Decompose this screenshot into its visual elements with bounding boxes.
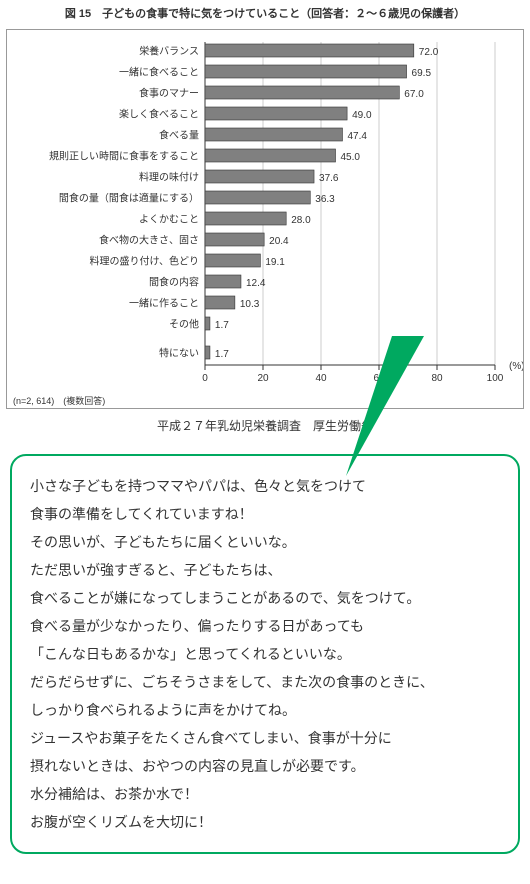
bar-chart: 0 20 40 60 80 100 (%) 栄養バランス 72.0 一緒に食べること 69.5 食事の… — [7, 30, 523, 408]
category-label: 間食の内容 — [149, 275, 199, 288]
value-label: 28.0 — [291, 215, 311, 226]
category-label: 楽しく食べること — [119, 107, 199, 120]
comment-line: お腹が空くリズムを大切に！ — [30, 810, 504, 838]
category-label: よくかむこと — [139, 213, 199, 225]
value-label: 20.4 — [269, 236, 289, 247]
category-label: 間食の量（間食は適量にする） — [59, 191, 199, 204]
category-label: 特にない — [159, 347, 199, 359]
comment-line: 摂れないときは、おやつの内容の見直しが必要です。 — [30, 754, 504, 782]
comment-line: 食べることが嫌になってしまうことがあるので、気をつけて。 — [30, 586, 504, 614]
value-label: 67.0 — [404, 89, 424, 100]
category-label: 食事のマナー — [139, 86, 199, 99]
category-label: 一緒に食べること — [119, 65, 199, 78]
comment-callout: 小さな子どもを持つママやパパは、色々と気をつけて食事の準備をしてくれていますね！… — [10, 454, 520, 854]
bar — [205, 65, 407, 78]
bar — [205, 44, 414, 57]
comment-line: 水分補給は、お茶か水で！ — [30, 782, 504, 810]
x-tick-label: 20 — [257, 373, 269, 384]
value-label: 72.0 — [419, 47, 439, 58]
bar — [205, 107, 347, 120]
category-label: 栄養バランス — [139, 44, 199, 57]
bar — [205, 128, 342, 141]
x-tick-label: 40 — [315, 373, 327, 384]
bar — [205, 170, 314, 183]
comment-line: その思いが、子どもたちに届くといいな。 — [30, 530, 504, 558]
x-tick-label: 60 — [373, 373, 385, 384]
comment-line: 食事の準備をしてくれていますね！ — [30, 502, 504, 530]
bar — [205, 275, 241, 288]
bar — [205, 346, 210, 359]
bar — [205, 191, 310, 204]
x-tick-label: 0 — [202, 373, 208, 384]
x-tick-label: 80 — [431, 373, 443, 384]
comment-line: ジュースやお菓子をたくさん食べてしまい、食事が十分に — [30, 726, 504, 754]
value-label: 69.5 — [412, 68, 432, 79]
bar — [205, 149, 336, 162]
chart-source: 平成２７年乳幼児栄養調査 厚生労働省 — [0, 409, 530, 438]
value-label: 1.7 — [215, 320, 229, 331]
figure-title: 図 15 子どもの食事で特に気をつけていること（回答者：２～６歳児の保護者） — [0, 0, 530, 29]
value-label: 19.1 — [265, 257, 285, 268]
value-label: 37.6 — [319, 173, 339, 184]
category-label: 食べ物の大きさ、固さ — [99, 233, 199, 246]
bar — [205, 317, 210, 330]
comment-line: だらだらせずに、ごちそうさまをして、また次の食事のときに、 — [30, 670, 504, 698]
value-label: 47.4 — [347, 131, 367, 142]
comment-line: 「こんな日もあるかな」と思ってくれるといいな。 — [30, 642, 504, 670]
category-label: 規則正しい時間に食事をすること — [49, 149, 199, 162]
comment-line: ただ思いが強すぎると、子どもたちは、 — [30, 558, 504, 586]
value-label: 1.7 — [215, 349, 229, 360]
bar — [205, 233, 264, 246]
category-label: その他 — [169, 317, 199, 330]
value-label: 36.3 — [315, 194, 335, 205]
x-tick-label: 100 — [487, 373, 504, 384]
comment-line: 食べる量が少なかったり、偏ったりする日があっても — [30, 614, 504, 642]
comment-line: 小さな子どもを持つママやパパは、色々と気をつけて — [30, 474, 504, 502]
chart-container: 0 20 40 60 80 100 (%) 栄養バランス 72.0 一緒に食べること 69.5 食事の… — [6, 29, 524, 409]
sample-note: (n=2, 614) (複数回答) — [13, 395, 105, 406]
value-label: 49.0 — [352, 110, 372, 121]
category-label: 一緒に作ること — [129, 296, 199, 309]
comment-line: しっかり食べられるように声をかけてね。 — [30, 698, 504, 726]
bar — [205, 254, 260, 267]
bar — [205, 212, 286, 225]
category-label: 料理の味付け — [139, 170, 199, 183]
category-label: 食べる量 — [159, 128, 199, 141]
value-label: 45.0 — [341, 152, 361, 163]
unit-label: (%) — [509, 361, 523, 372]
value-label: 10.3 — [240, 299, 260, 310]
category-label: 料理の盛り付け、色どり — [90, 254, 200, 267]
bar — [205, 296, 235, 309]
value-label: 12.4 — [246, 278, 266, 289]
bar — [205, 86, 399, 99]
